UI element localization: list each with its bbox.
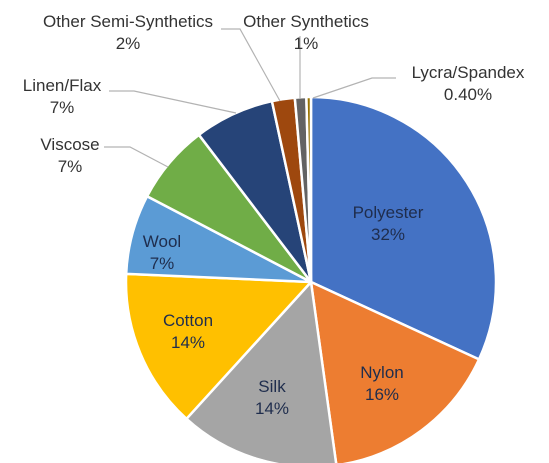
data-label-other-semi-synthetics: Other Semi-Synthetics 2%: [43, 12, 213, 53]
leader-lines: [104, 28, 396, 168]
leader-line-linen-flax: [109, 90, 237, 114]
data-label-name: Nylon: [360, 363, 403, 382]
data-label-name: Cotton: [163, 311, 213, 330]
data-label-other-synthetics: Other Synthetics 1%: [243, 12, 369, 53]
data-label-lycra-spandex: Lycra/Spandex 0.40%: [412, 63, 525, 104]
data-label-name: Polyester: [353, 203, 424, 222]
data-label-name: Wool: [143, 232, 181, 251]
data-label-nylon: Nylon 16%: [360, 363, 403, 404]
data-label-value: 7%: [50, 98, 75, 117]
data-label-name: Other Semi-Synthetics: [43, 12, 213, 31]
data-label-silk: Silk 14%: [255, 377, 289, 418]
data-label-wool: Wool 7%: [143, 232, 181, 273]
data-label-value: 16%: [365, 385, 399, 404]
data-label-value: 32%: [371, 225, 405, 244]
data-label-name: Silk: [258, 377, 286, 396]
pie-slices: [124, 95, 498, 463]
data-label-value: 7%: [58, 157, 83, 176]
data-label-value: 2%: [116, 34, 141, 53]
data-label-linen-flax: Linen/Flax 7%: [23, 76, 102, 117]
data-label-cotton: Cotton 14%: [163, 311, 213, 352]
leader-line-lycra-spandex: [312, 77, 396, 99]
leader-line-other-semi-synthetics: [221, 28, 281, 102]
data-label-name: Lycra/Spandex: [412, 63, 525, 82]
data-label-name: Linen/Flax: [23, 76, 102, 95]
data-label-viscose: Viscose 7%: [40, 135, 99, 176]
data-label-value: 0.40%: [444, 85, 492, 104]
slice-polyester: [309, 95, 498, 361]
slice-lycra-spandex: [305, 95, 313, 284]
slice-silk: [185, 280, 338, 463]
data-label-value: 7%: [150, 254, 175, 273]
slice-nylon: [309, 280, 481, 463]
leader-line-viscose: [104, 146, 169, 168]
data-label-name: Viscose: [40, 135, 99, 154]
data-label-name: Other Synthetics: [243, 12, 369, 31]
data-label-polyester: Polyester 32%: [353, 203, 424, 244]
data-label-value: 1%: [294, 34, 319, 53]
data-label-value: 14%: [255, 399, 289, 418]
slice-cotton: [124, 272, 313, 421]
data-labels: Polyester 32% Nylon 16% Silk 14% Cotton 14% Wool…: [23, 12, 525, 418]
data-label-value: 14%: [171, 333, 205, 352]
